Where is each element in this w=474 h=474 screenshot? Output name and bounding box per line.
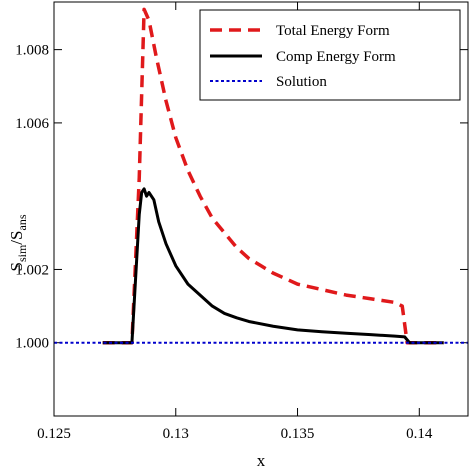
legend-label-total-energy: Total Energy Form [276, 23, 390, 39]
series-comp-energy-form [102, 187, 444, 345]
y-ticks: 1.000 1.002 1.006 1.008 [15, 43, 468, 352]
x-axis-label: x [257, 451, 266, 470]
y-tick-label: 1.002 [15, 262, 49, 278]
legend-label-comp-energy: Comp Energy Form [276, 49, 396, 65]
x-ticks: 0.125 0.13 0.135 0.14 [37, 2, 433, 442]
y-tick-label: 1.000 [15, 336, 49, 352]
y-tick-label: 1.006 [15, 116, 49, 132]
y-axis-label-main: S [7, 262, 26, 271]
legend-label-solution: Solution [276, 74, 327, 90]
x-tick-label: 0.13 [163, 426, 189, 442]
y-axis-label-sub2: ans [15, 214, 29, 230]
y-axis-label: Ssim/Sans [7, 214, 29, 271]
y-tick-label: 1.008 [15, 43, 49, 59]
x-tick-label: 0.14 [406, 426, 433, 442]
x-tick-label: 0.125 [37, 426, 71, 442]
y-axis-label-sub1: sim [15, 244, 29, 262]
x-tick-label: 0.135 [281, 426, 315, 442]
legend: Total Energy Form Comp Energy Form Solut… [199, 9, 461, 101]
y-axis-label-sep: /S [7, 231, 26, 245]
plot-frame [53, 1, 469, 417]
series-lines [54, 7, 468, 345]
